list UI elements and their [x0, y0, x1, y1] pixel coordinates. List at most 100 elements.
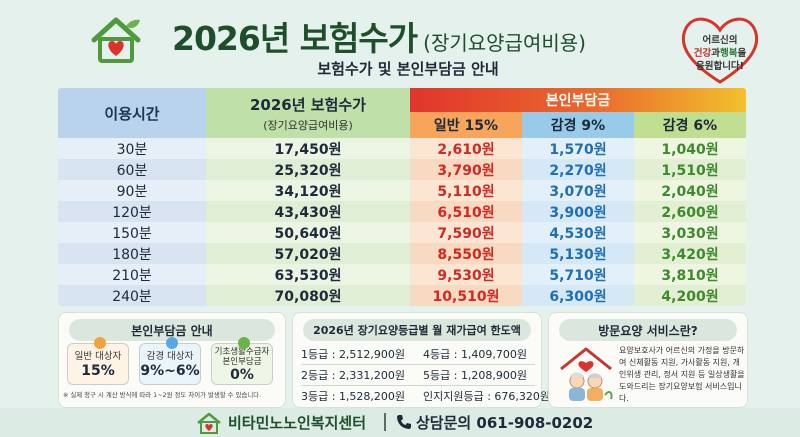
cell-fee: 17,450원: [206, 138, 410, 159]
elderly-couple-house-icon: [557, 343, 615, 403]
header-fee: 2026년 보험수가 (장기요양급여비용): [206, 88, 410, 138]
header-time: 이용시간: [58, 88, 206, 138]
visit-care-description: 요양보호사가 어르신의 가정을 방문하여 신체활동 지원, 가사활동 지원, 개…: [619, 346, 745, 403]
tile-reduced-value: 9%~6%: [140, 363, 200, 379]
cell-reduced-9: 5,710원: [522, 264, 634, 285]
table-row: 150분 50,640원 7,590원 4,530원 3,030원: [58, 222, 746, 243]
badge-end: 을: [737, 48, 747, 59]
grade-5: 5등급 : 1,208,900원: [423, 369, 528, 382]
cell-time: 30분: [58, 138, 206, 159]
table-row: 210분 63,530원 9,530원 5,710원 3,810원: [58, 264, 746, 285]
badge-line3: 응원합니다!: [695, 61, 745, 72]
center-name: 비타민노노인복지센터: [228, 414, 367, 432]
header-general: 일반 15%: [410, 112, 522, 138]
badge-line1: 어르신의: [702, 35, 738, 46]
header-copay: 본인부담금: [410, 88, 746, 112]
cell-reduced-6: 4,200원: [634, 285, 746, 306]
cell-reduced-9: 2,270원: [522, 159, 634, 180]
cell-general: 5,110원: [410, 180, 522, 201]
table-row: 90분 34,120원 5,110원 3,070원 2,040원: [58, 180, 746, 201]
page-title: 2026년 보험수가 (장기요양급여비용): [172, 12, 672, 58]
phone-contact-link[interactable]: 상담문의 061-908-0202: [416, 414, 594, 432]
cell-reduced-6: 1,040원: [634, 138, 746, 159]
footer-divider: [384, 413, 386, 431]
cell-general: 2,610원: [410, 138, 522, 159]
green-dot-icon: [238, 337, 250, 349]
cell-general: 10,510원: [410, 285, 522, 306]
header-fee-line2: (장기요양급여비용): [263, 118, 353, 132]
visit-care-title: 방문요양 서비스란?: [559, 319, 737, 341]
tile-general-value: 15%: [81, 363, 115, 379]
heart-outline-icon: [681, 17, 759, 84]
cell-reduced-9: 1,570원: [522, 138, 634, 159]
table-row: 240분 70,080원 10,510원 6,300원 4,200원: [58, 285, 746, 306]
cell-reduced-9: 3,070원: [522, 180, 634, 201]
grade-limits-panel: 2026년 장기요양등급별 월 재가급여 한도액 1등급 : 2,512,900…: [292, 312, 551, 408]
grade-1: 1등급 : 2,512,900원: [301, 348, 406, 361]
house-heart-small-icon: [196, 411, 222, 435]
badge-hl-happy: 행복: [720, 48, 738, 59]
copay-info-panel: 본인부담금 안내 일반 대상자 15% 감경 대상자 9%~6% 기초생활수급자…: [58, 312, 286, 408]
billing-note: ※ 실제 청구 시 계산 방식에 따라 1~2원 정도 차이가 발생할 수 있습…: [63, 391, 262, 399]
grade-2: 2등급 : 2,331,200원: [301, 369, 406, 382]
rate-table: 이용시간 2026년 보험수가 (장기요양급여비용) 본인부담금 일반 15% …: [58, 88, 746, 306]
tile-reduced-label: 감경 대상자: [146, 351, 194, 362]
table-row: 60분 25,320원 3,790원 2,270원 1,510원: [58, 159, 746, 180]
grade-cognitive: 인지지원등급 : 676,320원: [423, 390, 551, 403]
cell-fee: 34,120원: [206, 180, 410, 201]
cell-fee: 63,530원: [206, 264, 410, 285]
cell-reduced-6: 3,030원: [634, 222, 746, 243]
cell-time: 210분: [58, 264, 206, 285]
cell-time: 120분: [58, 201, 206, 222]
badge-hl-health: 건강: [693, 48, 712, 59]
cell-fee: 70,080원: [206, 285, 410, 306]
cell-fee: 50,640원: [206, 222, 410, 243]
cell-general: 9,530원: [410, 264, 522, 285]
cell-fee: 43,430원: [206, 201, 410, 222]
table-row: 120분 43,430원 6,510원 3,900원 2,600원: [58, 201, 746, 222]
cell-time: 150분: [58, 222, 206, 243]
badge-mid: 과: [711, 48, 720, 59]
house-heart-logo-icon: [88, 14, 144, 64]
heart-badge: 어르신의 건강과행복을 응원합니다!: [674, 14, 766, 86]
cell-reduced-6: 2,040원: [634, 180, 746, 201]
title-sub: (장기요양급여비용): [423, 31, 586, 55]
tile-basic-label-2: 본인부담금: [222, 356, 262, 367]
cell-reduced-9: 5,130원: [522, 243, 634, 264]
cell-reduced-9: 4,530원: [522, 222, 634, 243]
tile-basic: 기초생활수급자 본인부담금 0%: [211, 337, 273, 385]
page-subtitle: 보험수가 및 본인부담금 안내: [317, 60, 499, 78]
grade-limits-title: 2026년 장기요양등급별 월 재가급여 한도액: [303, 319, 531, 341]
orange-dot-icon: [94, 337, 106, 349]
cell-fee: 25,320원: [206, 159, 410, 180]
cell-time: 180분: [58, 243, 206, 264]
title-main: 2026년 보험수가: [172, 19, 418, 58]
cell-time: 90분: [58, 180, 206, 201]
cell-reduced-9: 3,900원: [522, 201, 634, 222]
table-row: 30분 17,450원 2,610원 1,570원 1,040원: [58, 138, 746, 159]
cell-general: 6,510원: [410, 201, 522, 222]
tile-basic-label-1: 기초생활수급자: [214, 347, 270, 357]
tile-general: 일반 대상자 15%: [67, 337, 129, 385]
cell-general: 7,590원: [410, 222, 522, 243]
table-row: 180분 57,020원 8,550원 5,130원 3,420원: [58, 243, 746, 264]
cell-fee: 57,020원: [206, 243, 410, 264]
copay-info-title: 본인부담금 안내: [69, 319, 275, 341]
cell-time: 60분: [58, 159, 206, 180]
cell-time: 240분: [58, 285, 206, 306]
cell-reduced-6: 2,600원: [634, 201, 746, 222]
blue-dot-icon: [166, 337, 178, 349]
tile-reduced: 감경 대상자 9%~6%: [139, 337, 201, 385]
cell-general: 3,790원: [410, 159, 522, 180]
header-reduced-9: 감경 9%: [522, 112, 634, 138]
tile-general-label: 일반 대상자: [74, 351, 122, 362]
cell-reduced-6: 3,420원: [634, 243, 746, 264]
header-reduced-6: 감경 6%: [634, 112, 746, 138]
cell-reduced-9: 6,300원: [522, 285, 634, 306]
grade-3: 3등급 : 1,528,200원: [301, 390, 406, 403]
header-fee-line1: 2026년 보험수가: [250, 95, 366, 114]
grade-4: 4등급 : 1,409,700원: [423, 348, 528, 361]
phone-icon: [396, 414, 412, 430]
cell-reduced-6: 3,810원: [634, 264, 746, 285]
cell-general: 8,550원: [410, 243, 522, 264]
